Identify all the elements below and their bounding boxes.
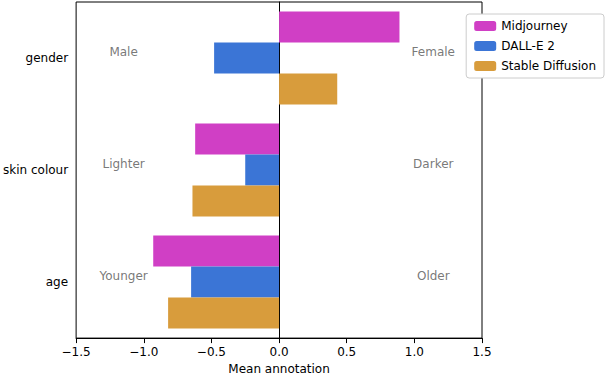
svg-text:Mean annotation: Mean annotation (228, 362, 329, 376)
svg-text:skin colour: skin colour (3, 163, 68, 177)
svg-text:Stable Diffusion: Stable Diffusion (501, 59, 596, 73)
svg-text:Darker: Darker (413, 157, 453, 171)
svg-text:−1.0: −1.0 (129, 345, 158, 359)
svg-text:1.5: 1.5 (472, 345, 491, 359)
svg-text:gender: gender (26, 51, 69, 65)
svg-text:−1.5: −1.5 (62, 345, 91, 359)
svg-text:Midjourney: Midjourney (501, 19, 567, 33)
svg-text:Lighter: Lighter (102, 157, 144, 171)
svg-text:Female: Female (412, 45, 455, 59)
svg-text:Male: Male (109, 45, 137, 59)
svg-text:age: age (46, 275, 68, 289)
svg-text:1.0: 1.0 (405, 345, 424, 359)
svg-text:−0.5: −0.5 (197, 345, 226, 359)
svg-text:Older: Older (417, 269, 450, 283)
svg-text:0.0: 0.0 (270, 345, 289, 359)
svg-text:0.5: 0.5 (337, 345, 356, 359)
svg-text:Younger: Younger (98, 269, 147, 283)
svg-text:DALL-E 2: DALL-E 2 (501, 39, 555, 53)
